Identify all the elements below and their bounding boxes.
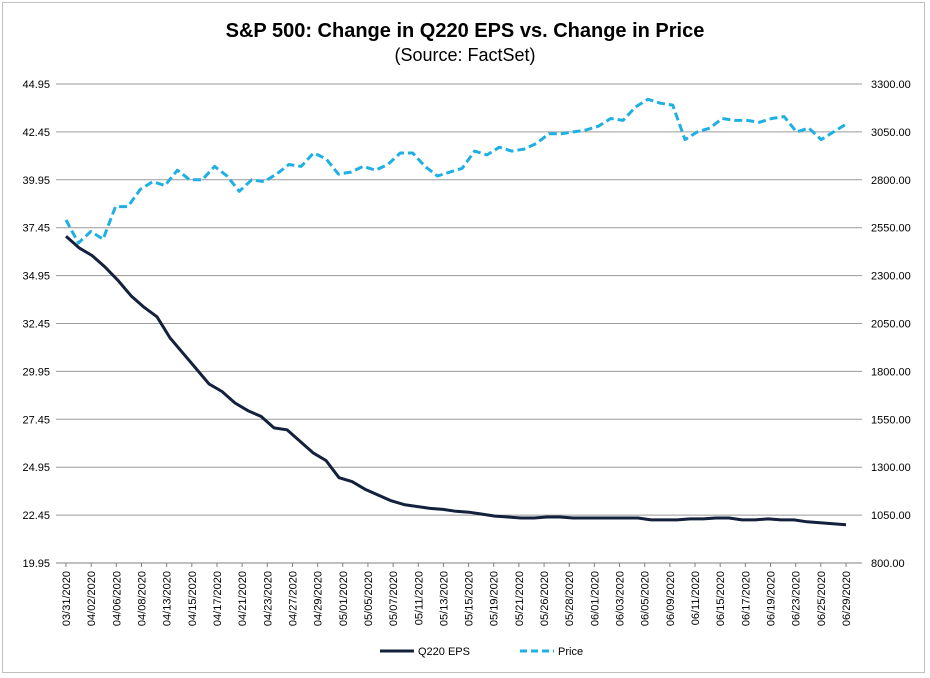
left-tick-label: 24.95 — [22, 462, 50, 474]
legend: Q220 EPS Price — [380, 646, 583, 658]
x-tick-label: 05/01/2020 — [338, 571, 350, 626]
x-tick-label: 04/06/2020 — [111, 571, 123, 626]
series-line-price — [64, 97, 847, 245]
x-tick-label: 05/21/2020 — [514, 571, 526, 626]
x-tick-label: 06/25/2020 — [816, 571, 828, 626]
right-tick-label: 2050.00 — [871, 319, 911, 331]
x-tick-label: 04/15/2020 — [187, 571, 199, 626]
x-tick-label: 06/03/2020 — [615, 571, 627, 626]
right-tick-label: 1550.00 — [871, 414, 911, 426]
left-tick-label: 37.45 — [22, 223, 50, 235]
x-tick-label: 05/26/2020 — [539, 571, 551, 626]
x-tick-label: 06/17/2020 — [740, 571, 752, 626]
right-tick-label: 1800.00 — [871, 366, 911, 378]
x-tick-label: 06/05/2020 — [640, 571, 652, 626]
x-tick-label: 04/13/2020 — [162, 571, 174, 626]
x-tick-label: 06/09/2020 — [665, 571, 677, 626]
x-tick-label: 06/29/2020 — [841, 571, 853, 626]
right-tick-label: 800.00 — [871, 558, 905, 570]
x-tick-label: 04/29/2020 — [313, 571, 325, 626]
left-tick-label: 34.95 — [22, 271, 50, 283]
left-tick-label: 22.45 — [22, 510, 50, 522]
legend-price-label: Price — [558, 646, 583, 658]
x-tick-label: 05/28/2020 — [564, 571, 576, 626]
x-tick-label: 06/01/2020 — [589, 571, 601, 626]
x-tick-label: 06/15/2020 — [715, 571, 727, 626]
x-tick-label: 03/31/2020 — [61, 571, 73, 626]
x-tick-label: 04/17/2020 — [212, 571, 224, 626]
x-tick-label: 05/07/2020 — [388, 571, 400, 626]
x-tick-label: 06/19/2020 — [766, 571, 778, 626]
right-tick-label: 1300.00 — [871, 462, 911, 474]
right-y-axis: 800.00 1050.00 1300.00 1550.00 1800.00 2050.0… — [871, 79, 911, 570]
x-tick-label: 06/23/2020 — [791, 571, 803, 626]
x-tick-label: 04/23/2020 — [262, 571, 274, 626]
left-tick-label: 29.95 — [22, 366, 50, 378]
x-tick-label: 05/11/2020 — [413, 571, 425, 625]
right-tick-label: 3300.00 — [871, 79, 911, 91]
x-tick-label: 04/02/2020 — [86, 571, 98, 626]
right-tick-label: 2550.00 — [871, 223, 911, 235]
right-tick-label: 1050.00 — [871, 510, 911, 522]
left-tick-label: 44.95 — [22, 79, 50, 91]
right-tick-label: 2800.00 — [871, 175, 911, 187]
left-tick-label: 27.45 — [22, 414, 50, 426]
series-line-eps — [65, 235, 847, 527]
legend-eps-label: Q220 EPS — [418, 646, 470, 658]
left-tick-label: 32.45 — [22, 319, 50, 331]
x-tick-label: 05/13/2020 — [438, 571, 450, 626]
x-tick-label: 05/05/2020 — [363, 571, 375, 626]
left-tick-label: 42.45 — [22, 127, 50, 139]
x-tick-label: 04/27/2020 — [287, 571, 299, 626]
chart-subtitle: (Source: FactSet) — [394, 45, 536, 65]
gridlines — [56, 83, 862, 564]
left-tick-label: 19.95 — [22, 558, 50, 570]
x-axis: 03/31/2020 04/02/2020 04/06/2020 04/08/2020… — [56, 562, 862, 626]
right-tick-label: 2300.00 — [871, 271, 911, 283]
left-y-axis: 19.95 22.45 24.95 27.45 29.95 32.45 34.95 37.45… — [22, 79, 50, 570]
x-tick-label: 04/08/2020 — [136, 571, 148, 626]
right-tick-label: 3050.00 — [871, 127, 911, 139]
x-tick-label: 05/19/2020 — [489, 571, 501, 626]
chart-title: S&P 500: Change in Q220 EPS vs. Change i… — [225, 20, 705, 42]
left-tick-label: 39.95 — [22, 175, 50, 187]
x-tick-label: 04/21/2020 — [237, 571, 249, 626]
series-layer — [64, 97, 847, 527]
x-tick-label: 05/15/2020 — [464, 571, 476, 626]
x-tick-label: 06/11/2020 — [690, 571, 702, 625]
